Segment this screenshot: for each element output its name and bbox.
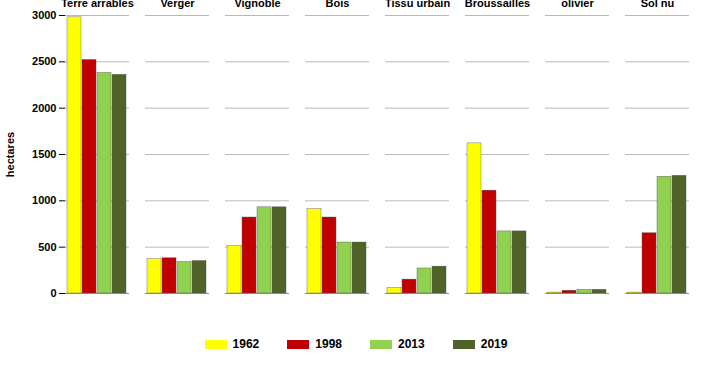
svg-text:olivier: olivier [561,0,594,9]
html-text:1962: 1962 [232,337,260,351]
svg-text:Bois: Bois [326,0,350,9]
svg-text:1500: 1500 [32,148,56,160]
svg-text:hectares: hectares [4,132,16,177]
svg-text:Sol nu: Sol nu [641,0,675,9]
svg-text:500: 500 [38,241,56,253]
svg-text:Broussailles: Broussailles [465,0,530,9]
svg-text:2000: 2000 [32,102,56,114]
html-text:2019: 2019 [480,337,508,351]
svg-text:2500: 2500 [32,55,56,67]
svg-text:Verger: Verger [160,0,195,9]
svg-text:0: 0 [50,287,56,299]
html-text:1998: 1998 [315,337,342,351]
html-text:2013: 2013 [398,337,425,351]
svg-text:Terre arrables: Terre arrables [61,0,134,9]
svg-text:Vignoble: Vignoble [234,0,280,9]
svg-text:3000: 3000 [32,9,56,21]
svg-text:1000: 1000 [32,194,56,206]
svg-text:Tissu urbain: Tissu urbain [385,0,450,9]
